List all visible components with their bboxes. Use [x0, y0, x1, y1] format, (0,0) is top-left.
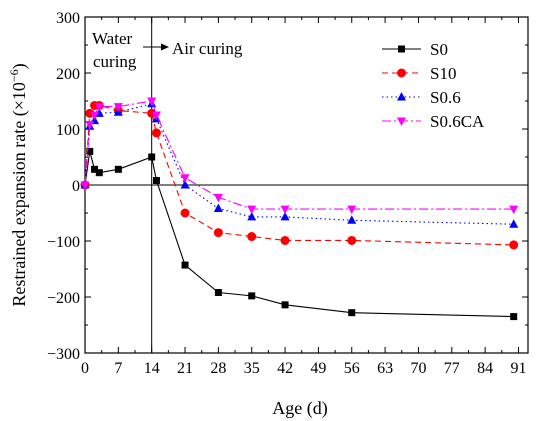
data-point-s0-6	[347, 215, 357, 224]
annotation-water-line1: Water	[92, 29, 132, 48]
data-point-s10	[509, 240, 519, 250]
data-point-s0-6ca	[347, 205, 357, 215]
data-point-s0-6	[280, 211, 290, 221]
x-tick-label: 42	[277, 360, 293, 377]
data-point-s0-6ca	[180, 174, 190, 183]
y-axis-title: Restrained expansion rate (×10−6)	[7, 63, 30, 306]
legend-marker-s0-6	[397, 92, 406, 101]
y-tick-label: −300	[47, 346, 80, 363]
x-tick-label: 49	[310, 360, 326, 377]
data-point-s0	[510, 313, 518, 321]
y-tick-label: 300	[56, 10, 80, 27]
y-axis-title-group: Restrained expansion rate (×10−6)	[7, 63, 30, 306]
legend-marker-s0-6ca	[397, 117, 406, 126]
x-tick-label: 0	[81, 360, 89, 377]
series-group	[80, 97, 519, 321]
annotation-air-curing: Air curing	[172, 39, 243, 58]
data-point-s0	[148, 153, 156, 161]
data-point-s0	[214, 289, 222, 297]
y-axis-title-close: )	[9, 63, 30, 69]
data-point-s0-6ca	[80, 181, 90, 190]
x-tick-label: 35	[244, 360, 260, 377]
data-point-s0	[248, 292, 256, 300]
legend-label-s0-6ca: S0.6CA	[430, 112, 485, 131]
data-point-s0	[91, 165, 99, 173]
x-tick-label: 56	[344, 360, 360, 377]
data-point-s0-6ca	[113, 103, 123, 112]
legend-label-s0-6: S0.6	[430, 88, 461, 107]
x-tick-label: 77	[444, 360, 460, 377]
legend-marker-s10	[397, 68, 406, 78]
legend: S0 S10 S0.6 S0.6CA	[382, 40, 485, 131]
data-point-s0	[95, 169, 103, 177]
data-point-s0-6ca	[94, 103, 104, 112]
data-point-s0-6	[509, 219, 519, 228]
data-point-s10	[280, 235, 290, 245]
data-point-s0	[181, 261, 189, 269]
data-point-s0	[348, 309, 356, 317]
x-axis-title-group: Age (d)	[272, 398, 327, 419]
x-tick-label: 70	[410, 360, 426, 377]
legend-marker-s0	[398, 45, 405, 53]
data-point-s0-6ca	[247, 205, 257, 215]
data-point-s10	[151, 128, 161, 138]
legend-label-s10: S10	[430, 64, 456, 83]
data-point-s10	[347, 235, 357, 245]
series-line-s0	[84, 151, 514, 318]
y-tick-label: 200	[56, 66, 80, 83]
x-tick-label: 7	[114, 360, 122, 377]
x-tick-label: 63	[377, 360, 393, 377]
data-point-s0-6ca	[151, 111, 161, 120]
x-tick-label: 14	[144, 360, 160, 377]
data-point-s10	[180, 208, 190, 218]
data-point-s0	[281, 301, 289, 309]
data-point-s0-6	[213, 203, 223, 213]
x-tick-label: 84	[477, 360, 493, 377]
legend-label-s0: S0	[430, 40, 448, 59]
data-point-s0-6ca	[85, 121, 95, 130]
data-point-s10	[213, 228, 223, 238]
y-tick-label: 100	[56, 122, 80, 139]
data-point-s0-6	[247, 211, 257, 221]
data-point-s0-6ca	[280, 205, 290, 215]
data-point-s0-6ca	[90, 111, 100, 120]
data-point-s0-6	[180, 180, 190, 189]
plot-area	[84, 16, 529, 354]
annotation-water-line2: curing	[93, 52, 137, 71]
x-tick-label: 21	[177, 360, 193, 377]
data-point-s0	[152, 177, 160, 185]
data-point-s0	[86, 147, 94, 155]
air-curing-arrow-icon	[143, 43, 169, 51]
y-axis-title-main: Restrained expansion rate (×10	[9, 82, 30, 307]
data-point-s10	[247, 232, 257, 242]
annotations: Water curing Air curing	[92, 29, 243, 71]
x-axis-title: Age (d)	[272, 398, 327, 419]
axes: 0 7 14 21 28 35 42 49 56 63 70 77 84 91 300 200 100 0 −100…	[47, 10, 528, 377]
data-point-s0-6ca	[509, 205, 519, 215]
data-point-s10	[85, 108, 95, 118]
x-tick-label: 91	[510, 360, 526, 377]
x-tick-label: 28	[210, 360, 226, 377]
y-tick-label: 0	[72, 178, 80, 195]
data-point-s0	[114, 165, 122, 173]
data-point-s0-6ca	[147, 97, 157, 106]
y-axis-title-exponent: −6	[7, 69, 21, 82]
y-tick-label: −200	[47, 290, 80, 307]
data-point-s0-6ca	[213, 193, 223, 203]
y-tick-label: −100	[47, 234, 80, 251]
